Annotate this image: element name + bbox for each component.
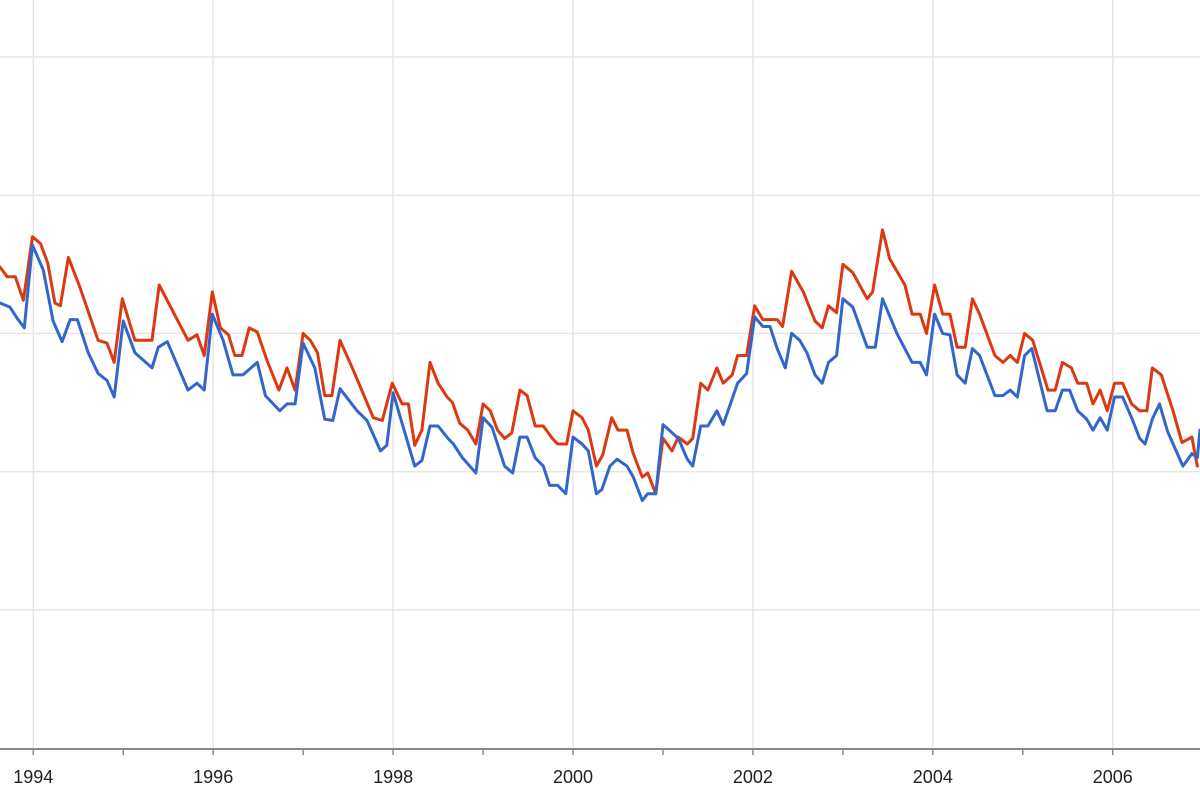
x-tick-label: 2000 — [553, 767, 593, 787]
series-line-red — [0, 228, 1199, 496]
x-tick-label: 1998 — [373, 767, 413, 787]
x-tick-label: 2004 — [913, 767, 953, 787]
x-tick-label: 2002 — [733, 767, 773, 787]
series-lines — [0, 228, 1200, 503]
gridlines — [0, 0, 1200, 748]
x-tick-label: 1996 — [193, 767, 233, 787]
x-axis: 1994 1996 1998 2000 2002 2004 2006 — [0, 748, 1200, 787]
x-tick-label: 1994 — [13, 767, 53, 787]
series-line-blue — [0, 243, 1200, 503]
x-tick-label: 2006 — [1093, 767, 1133, 787]
